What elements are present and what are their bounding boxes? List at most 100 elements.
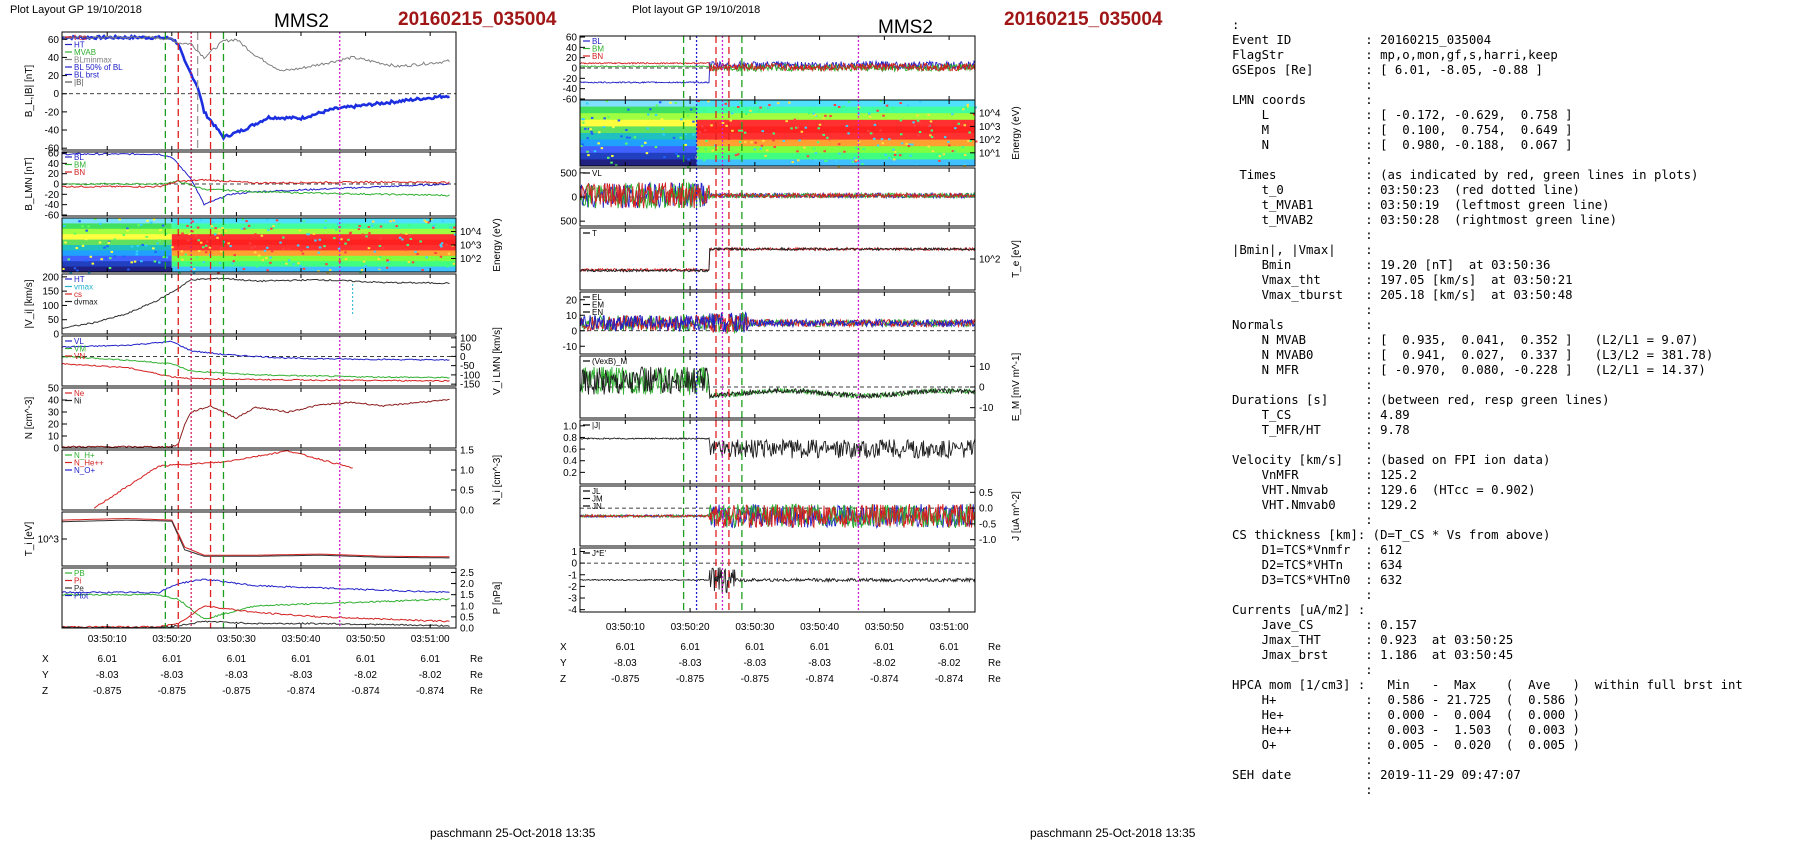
heatmap-cell — [776, 102, 780, 105]
heatmap-cell — [753, 148, 757, 151]
heatmap-cell — [633, 136, 637, 139]
heatmap-cell — [298, 229, 302, 232]
heatmap-cell — [893, 153, 897, 156]
legend-label: BM — [592, 45, 604, 54]
heatmap-cell — [658, 101, 662, 104]
heatmap-cell — [868, 115, 872, 118]
series-line — [579, 59, 976, 84]
heatmap-cell — [759, 147, 763, 150]
heatmap-cell — [738, 140, 742, 143]
heatmap-cell — [180, 250, 184, 253]
position-value: 6.01 — [356, 654, 376, 665]
y-tick-label: -10 — [979, 403, 994, 414]
heatmap-cell — [81, 225, 84, 228]
time-tick-label: 03:50:30 — [217, 634, 256, 645]
heatmap-cell — [367, 247, 371, 250]
heatmap-band — [580, 119, 697, 127]
heatmap-cell — [585, 102, 589, 105]
series-line — [61, 277, 450, 330]
heatmap-cell — [224, 230, 227, 233]
heatmap-cell — [218, 228, 221, 231]
y-tick-label: -1.0 — [979, 535, 997, 546]
heatmap-cell — [63, 225, 66, 228]
heatmap-cell — [389, 220, 392, 223]
heatmap-cell — [796, 126, 800, 129]
series-line — [579, 311, 976, 333]
heatmap-cell — [842, 105, 845, 108]
time-tick-label: 03:50:50 — [346, 634, 385, 645]
heatmap-cell — [425, 256, 428, 259]
heatmap-cell — [358, 224, 361, 227]
heatmap-cell — [210, 225, 214, 228]
y-tick-label: 0.0 — [979, 504, 993, 515]
heatmap-cell — [829, 115, 832, 118]
heatmap-cell — [231, 262, 234, 265]
series-line — [61, 398, 450, 449]
heatmap-band — [580, 133, 697, 141]
heatmap-cell — [909, 154, 912, 157]
summary-line: Jave_CS : 0.157 — [1232, 618, 1418, 632]
heatmap-cell — [344, 251, 347, 254]
y-tick-label: -60 — [563, 94, 578, 105]
panel-frame — [579, 291, 976, 355]
heatmap-cell — [232, 260, 236, 263]
heatmap-cell — [795, 126, 798, 129]
y-tick-label: -500 — [560, 217, 577, 228]
heatmap-cell — [399, 233, 403, 236]
heatmap-cell — [951, 150, 955, 153]
heatmap-band — [171, 223, 456, 230]
heatmap-cell — [930, 129, 934, 132]
y-tick-label: 0 — [571, 193, 577, 204]
legend-label: t cs — [74, 33, 86, 42]
series-line — [579, 246, 976, 273]
heatmap-cell — [817, 127, 820, 130]
heatmap-cell — [602, 126, 606, 129]
heatmap-cell — [669, 101, 672, 104]
summary-line: Vmax_tht : 197.05 [km/s] at 03:50:21 — [1232, 273, 1573, 287]
heatmap-cell — [957, 122, 961, 125]
panel-frame — [579, 99, 976, 167]
legend-label: J*E' — [592, 549, 606, 558]
heatmap-cell — [335, 228, 338, 231]
heatmap-cell — [84, 259, 88, 262]
heatmap-cell — [818, 123, 822, 126]
heatmap-cell — [127, 268, 130, 271]
panel-5: 10 0 -10 E_M [mV m^-1] (VexB)_M — [579, 352, 1022, 421]
panel-frame — [579, 419, 976, 485]
heatmap-cell — [191, 220, 194, 223]
heatmap-band — [696, 106, 975, 114]
heatmap-cell — [324, 226, 327, 229]
y-tick-label: 0.8 — [563, 433, 577, 444]
legend-label: BL brst — [74, 71, 100, 80]
position-value: -8.02 — [938, 658, 961, 669]
y-tick-label: 10^1 — [979, 148, 1001, 159]
heatmap-cell — [590, 116, 594, 119]
position-row-label: Y — [560, 658, 567, 669]
heatmap-cell — [812, 147, 816, 150]
heatmap-cell — [126, 229, 129, 232]
heatmap-cell — [186, 239, 190, 242]
heatmap-band — [62, 228, 172, 235]
series-line — [61, 33, 450, 142]
heatmap-cell — [266, 246, 269, 249]
heatmap-cell — [266, 218, 269, 221]
y-axis-label: T_e [eV] — [1011, 240, 1022, 278]
position-value: 6.01 — [875, 642, 895, 653]
heatmap-cell — [253, 245, 257, 248]
heatmap-cell — [743, 131, 747, 134]
y-tick-label: 0.5 — [979, 488, 993, 499]
heatmap-cell — [158, 261, 161, 264]
heatmap-cell — [217, 232, 221, 235]
heatmap-band — [62, 250, 172, 257]
y-tick-label: 1.0 — [460, 466, 474, 477]
heatmap-cell — [223, 224, 226, 227]
heatmap-cell — [662, 133, 665, 136]
summary-line: HPCA mom [1/cm3] : Min - Max ( Ave ) wit… — [1232, 678, 1743, 692]
heatmap-cell — [241, 218, 245, 221]
legend-label: BLminmax — [74, 56, 112, 65]
